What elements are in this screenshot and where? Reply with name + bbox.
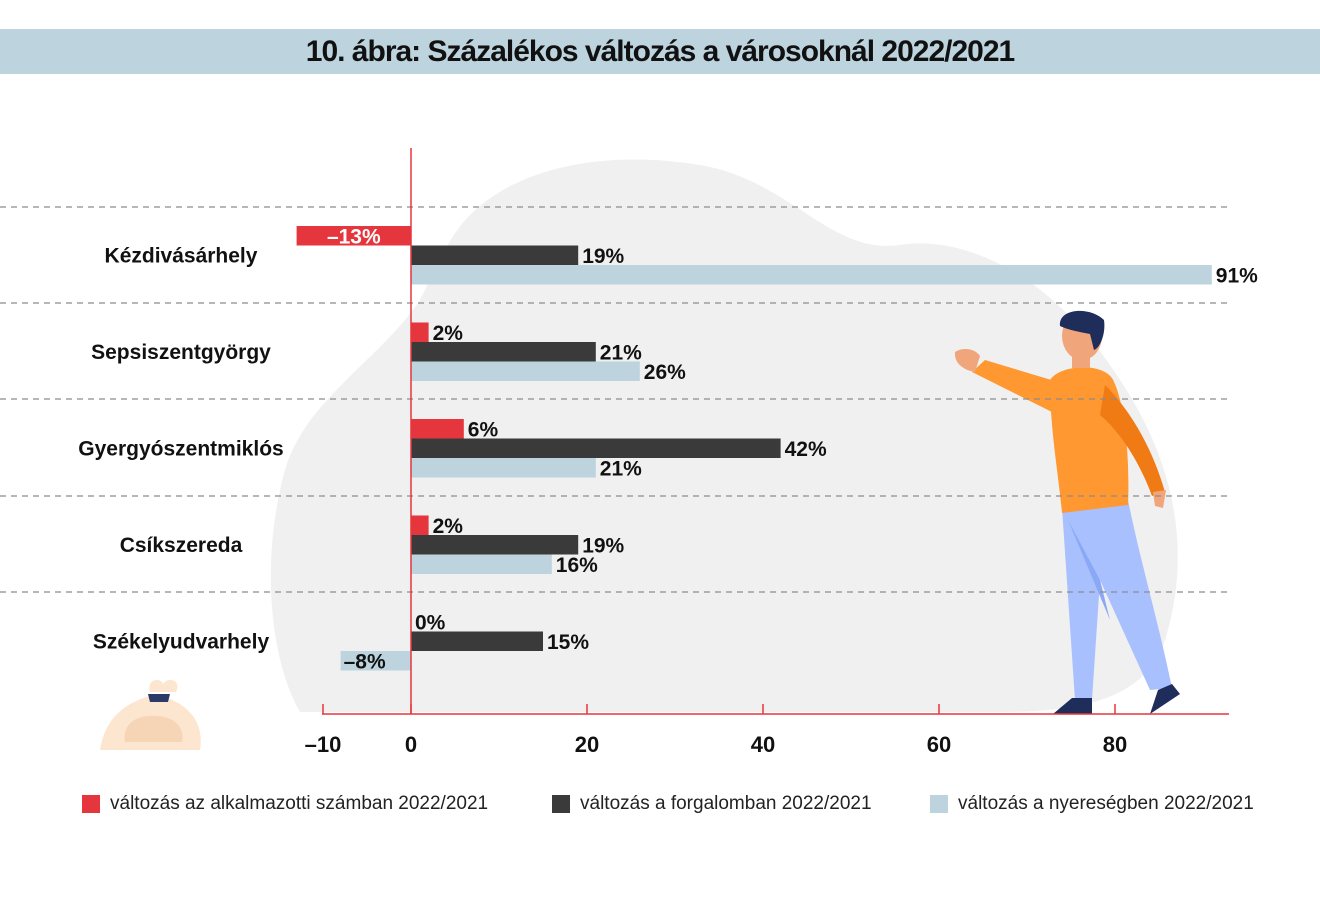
bar-s0-c3 <box>411 515 429 535</box>
x-tick-label-4: 60 <box>927 732 951 757</box>
bar-s2-c3 <box>411 554 552 574</box>
legend-item-turnover: változás a forgalomban 2022/2021 <box>552 789 872 819</box>
x-tick-label-3: 40 <box>751 732 775 757</box>
data-label-s2-c3: 16% <box>556 554 598 577</box>
legend-label-employees: változás az alkalmazotti számban 2022/20… <box>110 793 489 814</box>
data-label-s1-c1: 21% <box>600 342 642 365</box>
data-label-s2-c1: 26% <box>644 361 686 384</box>
bar-s2-c4 <box>340 651 411 671</box>
bar-s1-c3 <box>411 535 579 555</box>
bar-s2-c0 <box>411 265 1212 285</box>
category-label-4: Székelyudvarhely <box>93 630 270 653</box>
bar-s0-c1 <box>411 322 429 342</box>
data-label-s1-c4: 15% <box>547 631 589 654</box>
data-label-s0-c2: 6% <box>468 419 499 442</box>
legend-item-profit: változás a nyereségben 2022/2021 <box>930 789 1254 819</box>
x-tick-label-1: 0 <box>405 732 417 757</box>
category-label-2: Gyergyószentmiklós <box>78 437 283 460</box>
legend-item-employees: változás az alkalmazotti számban 2022/20… <box>82 789 488 819</box>
bar-s0-c2 <box>411 419 464 439</box>
bar-s1-c0 <box>411 245 579 265</box>
legend-swatch-turnover <box>552 795 570 813</box>
category-label-0: Kézdivásárhely <box>105 244 258 267</box>
legend-label-profit: változás a nyereségben 2022/2021 <box>958 793 1254 814</box>
legend-swatch-profit <box>930 795 948 813</box>
legend-label-turnover: változás a forgalomban 2022/2021 <box>580 793 872 814</box>
category-label-1: Sepsiszentgyörgy <box>91 341 271 364</box>
data-label-s2-c0: 91% <box>1216 265 1258 288</box>
data-label-s0-c3: 2% <box>433 515 464 538</box>
data-label-s1-c2: 42% <box>785 438 827 461</box>
bar-s2-c2 <box>411 458 596 478</box>
data-label-s0-c0: –13% <box>327 226 381 249</box>
x-tick-label-2: 20 <box>575 732 599 757</box>
category-label-3: Csíkszereda <box>120 534 243 557</box>
bar-s0-c0 <box>296 226 411 246</box>
money-bag-icon <box>100 679 201 750</box>
data-label-s0-c4: 0% <box>415 612 446 635</box>
data-label-s0-c1: 2% <box>433 322 464 345</box>
data-label-s1-c0: 19% <box>582 245 624 268</box>
data-label-s2-c2: 21% <box>600 458 642 481</box>
data-label-s1-c3: 19% <box>582 535 624 558</box>
bar-s1-c1 <box>411 342 596 362</box>
x-tick-label-5: 80 <box>1103 732 1127 757</box>
legend: változás az alkalmazotti számban 2022/20… <box>0 789 1320 819</box>
chart-title: 10. ábra: Százalékos változás a városokn… <box>305 35 1015 68</box>
bar-s2-c1 <box>411 361 640 381</box>
data-label-s2-c4: –8% <box>344 651 386 674</box>
x-tick-label-0: –10 <box>305 732 342 757</box>
bar-s1-c2 <box>411 438 781 458</box>
title-bar: 10. ábra: Százalékos változás a városokn… <box>0 29 1320 74</box>
bar-s1-c4 <box>411 631 543 651</box>
legend-swatch-employees <box>82 795 100 813</box>
